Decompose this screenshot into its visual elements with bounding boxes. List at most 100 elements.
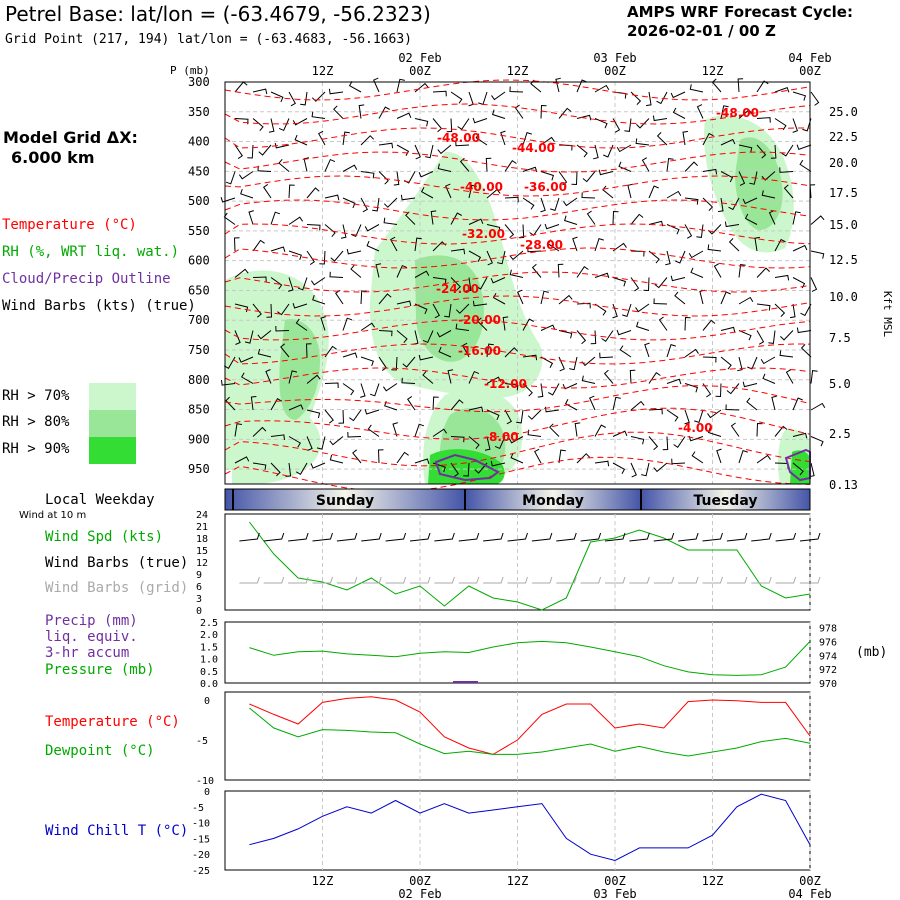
- surface-wind-barb: [556, 532, 577, 542]
- wind-barb: [475, 133, 488, 146]
- pressure-tick-label: 800: [188, 373, 210, 387]
- wind-barb: [762, 373, 776, 384]
- legend-rh70: RH > 70%: [2, 388, 70, 404]
- grid-wind-barb: [800, 576, 821, 584]
- wind-barb: [432, 277, 447, 285]
- wind-barb: [612, 396, 621, 411]
- wind-barb: [738, 296, 754, 305]
- grid-wind-barb: [263, 576, 285, 584]
- wind-barb: [502, 316, 509, 331]
- wind-barb: [342, 164, 358, 172]
- wind-barb: [594, 424, 606, 437]
- isotherm-line: [224, 103, 811, 125]
- wind-barb: [630, 400, 645, 411]
- wind-barb: [445, 183, 452, 199]
- pressure-tick-label: 950: [188, 462, 210, 476]
- pressure-tick-label: 600: [188, 254, 210, 268]
- wind-barb: [390, 236, 398, 252]
- wind-barb: [612, 210, 619, 225]
- wind-barb: [316, 436, 326, 450]
- surface-wind-barb: [263, 532, 285, 542]
- wind-barb: [319, 250, 326, 265]
- wind-barb: [432, 396, 439, 411]
- wind-barb: [648, 408, 663, 415]
- top-time-label: 00Z: [409, 64, 431, 78]
- wind-barb: [771, 395, 777, 411]
- wind-barb: [738, 144, 753, 153]
- wind-barb: [292, 303, 308, 309]
- wind-barb: [691, 451, 704, 464]
- wind-barb: [594, 460, 610, 467]
- wind-barb: [364, 224, 380, 232]
- precip-tick-label: 2.5: [200, 618, 218, 629]
- wind-barb: [756, 454, 771, 464]
- wind-barb: [378, 330, 393, 337]
- legend-rh90: RH > 90%: [2, 441, 70, 457]
- wind-barb: [270, 91, 284, 103]
- wind-barb: [401, 377, 416, 384]
- wind-barb: [644, 342, 650, 358]
- wind-barb: [477, 317, 488, 331]
- wind-speed-line: [249, 521, 811, 611]
- wind-barb: [270, 434, 285, 440]
- pressure-tick-label: 900: [188, 432, 210, 446]
- pressure-tick-label: 400: [188, 135, 210, 149]
- wind-barb: [810, 402, 826, 411]
- temperature-contour-label: -40.00: [460, 180, 503, 194]
- wind-barb: [294, 134, 308, 146]
- grid-wind-barb: [312, 576, 333, 584]
- wind-barb: [378, 106, 390, 119]
- wind-barb: [360, 322, 376, 331]
- rh70-swatch: [89, 383, 136, 410]
- legend-temperature: Temperature (°C): [2, 217, 137, 233]
- wind-barb: [234, 423, 242, 437]
- wind-barb: [527, 409, 542, 420]
- grid-wind-barb: [678, 576, 699, 584]
- windchill-line: [249, 793, 811, 862]
- wind-barb: [318, 130, 326, 146]
- wind-barb: [648, 220, 664, 227]
- wind-barb: [252, 276, 267, 283]
- wind-barb: [497, 250, 506, 265]
- pressure-tick-label: 972: [819, 665, 837, 676]
- wind-barb: [462, 342, 470, 358]
- wind-barb: [522, 383, 533, 397]
- grid-wind-barb: [385, 576, 407, 584]
- wind-barb: [383, 197, 398, 208]
- wind-barb: [252, 118, 264, 132]
- wind-speed-tick-label: 15: [196, 546, 208, 557]
- wind-barb: [485, 157, 492, 172]
- grid-wind-barb: [410, 576, 431, 584]
- wind-barb: [350, 224, 362, 238]
- grid-wind-barb: [239, 576, 260, 584]
- wind-barb: [278, 158, 290, 172]
- wind-barb: [324, 345, 337, 358]
- wind-barb: [360, 290, 367, 305]
- wind-barb: [247, 144, 254, 159]
- windchill-tick-label: -20: [192, 850, 210, 861]
- wind-barb: [510, 452, 524, 464]
- wind-barb: [810, 370, 818, 384]
- wind-barb: [569, 356, 578, 371]
- wind-barb: [407, 395, 416, 411]
- wind-barb: [576, 302, 591, 309]
- wind-barb: [265, 369, 272, 384]
- wind-barb: [504, 160, 517, 172]
- legend-windchill: Wind Chill T (°C): [45, 823, 189, 839]
- precip-line3: 3-hr accum: [45, 645, 130, 661]
- precip-tick-label: 1.0: [200, 655, 218, 666]
- surface-wind-barb: [458, 532, 480, 542]
- height-tick-label: 10.0: [829, 290, 858, 304]
- wind-barb: [288, 404, 304, 411]
- local-weekday-label: Local Weekday: [45, 492, 155, 508]
- wind-barb: [486, 224, 501, 233]
- wind-barb: [223, 212, 236, 225]
- wind-barb: [593, 144, 599, 160]
- wind-barb: [550, 197, 560, 212]
- wind-barb: [360, 383, 366, 398]
- surface-wind-barb: [629, 532, 650, 542]
- legend-rh80: RH > 80%: [2, 414, 70, 430]
- wind-barb: [630, 277, 640, 292]
- wind-barb: [792, 118, 799, 133]
- wind-barb: [540, 171, 555, 181]
